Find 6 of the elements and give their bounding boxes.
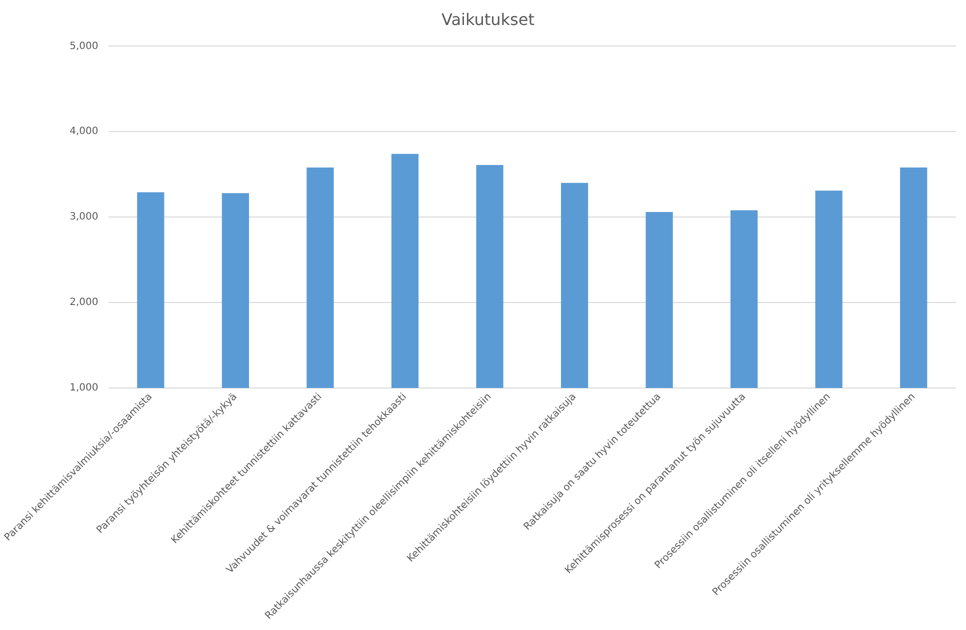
y-tick-label: 4,000 bbox=[70, 126, 98, 138]
y-tick-label: 5,000 bbox=[70, 40, 98, 52]
y-tick-label: 2,000 bbox=[70, 297, 98, 308]
y-tick-label: 3,000 bbox=[70, 212, 98, 223]
y-tick-label: 1,000 bbox=[70, 382, 98, 394]
chart-title: Vaikutukset bbox=[442, 10, 534, 29]
